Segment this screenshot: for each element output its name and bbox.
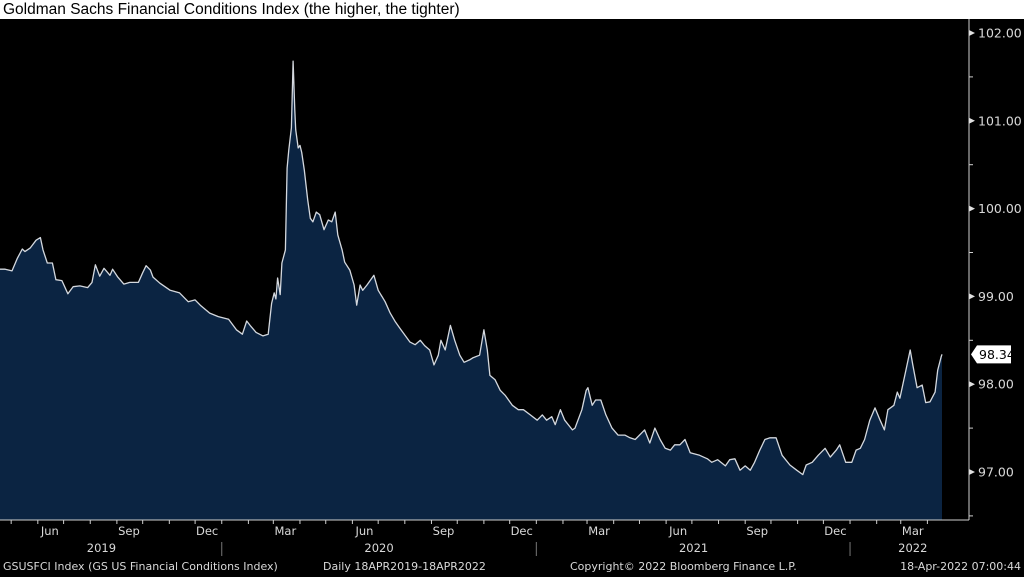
y-tick-label: 101.00 (978, 113, 1022, 128)
x-month-label: Dec (196, 524, 218, 538)
footer: GSUSFCI Index (GS US Financial Condition… (3, 560, 1021, 573)
y-tick-marker (969, 205, 975, 212)
y-axis: 102.00 101.00 100.00 99.00 98.00 97.00 (968, 19, 1022, 520)
y-tick-marker (969, 469, 975, 475)
last-value-tag: 98.34 (971, 345, 1015, 364)
y-tick-marker (969, 30, 975, 36)
x-month-label: Sep (746, 524, 768, 538)
chart-panel: 102.00 101.00 100.00 99.00 98.00 97.00 Jun Sep… (0, 19, 1024, 577)
last-value-box (971, 345, 1011, 364)
y-tick-label: 102.00 (978, 26, 1022, 41)
y-tick-marker (969, 381, 975, 388)
area-series (0, 60, 943, 520)
y-tick-marker (969, 293, 975, 300)
y-tick-marker (969, 117, 975, 124)
x-month-label: Jun (40, 524, 59, 538)
x-month-label: Mar (274, 524, 296, 538)
footer-series: GSUSFCI Index (GS US Financial Condition… (3, 560, 278, 573)
x-month-label: Sep (433, 524, 455, 538)
x-year-label: 2022 (898, 541, 927, 555)
x-month-label: Jun (668, 524, 687, 538)
x-month-label: Sep (118, 524, 140, 538)
x-month-label: Dec (824, 524, 846, 538)
x-month-label: Mar (902, 524, 924, 538)
series-line (0, 60, 943, 476)
x-year-label: 2021 (679, 541, 708, 555)
x-year-label: 2020 (364, 541, 393, 555)
x-year-label: 2019 (87, 541, 116, 555)
chart-svg: 102.00 101.00 100.00 99.00 98.00 97.00 Jun Sep… (0, 19, 1022, 573)
last-value-label: 98.34 (979, 347, 1015, 362)
area-fill (0, 61, 942, 520)
footer-range: Daily 18APR2019-18APR2022 (323, 560, 486, 573)
footer-timestamp: 18-Apr-2022 07:00:44 (900, 560, 1021, 573)
chart-title: Goldman Sachs Financial Conditions Index… (3, 1, 460, 18)
y-tick-label: 99.00 (978, 289, 1014, 304)
x-month-label: Mar (588, 524, 610, 538)
x-axis: Jun Sep Dec Mar Jun Sep Dec Mar Jun Sep Dec Mar 2019… (0, 519, 969, 556)
x-month-label: Dec (511, 524, 533, 538)
y-tick-label: 98.00 (978, 377, 1014, 392)
y-tick-label: 100.00 (978, 201, 1022, 216)
y-tick-label: 97.00 (978, 465, 1014, 480)
footer-copyright: Copyright© 2022 Bloomberg Finance L.P. (570, 560, 797, 573)
x-month-label: Jun (354, 524, 373, 538)
